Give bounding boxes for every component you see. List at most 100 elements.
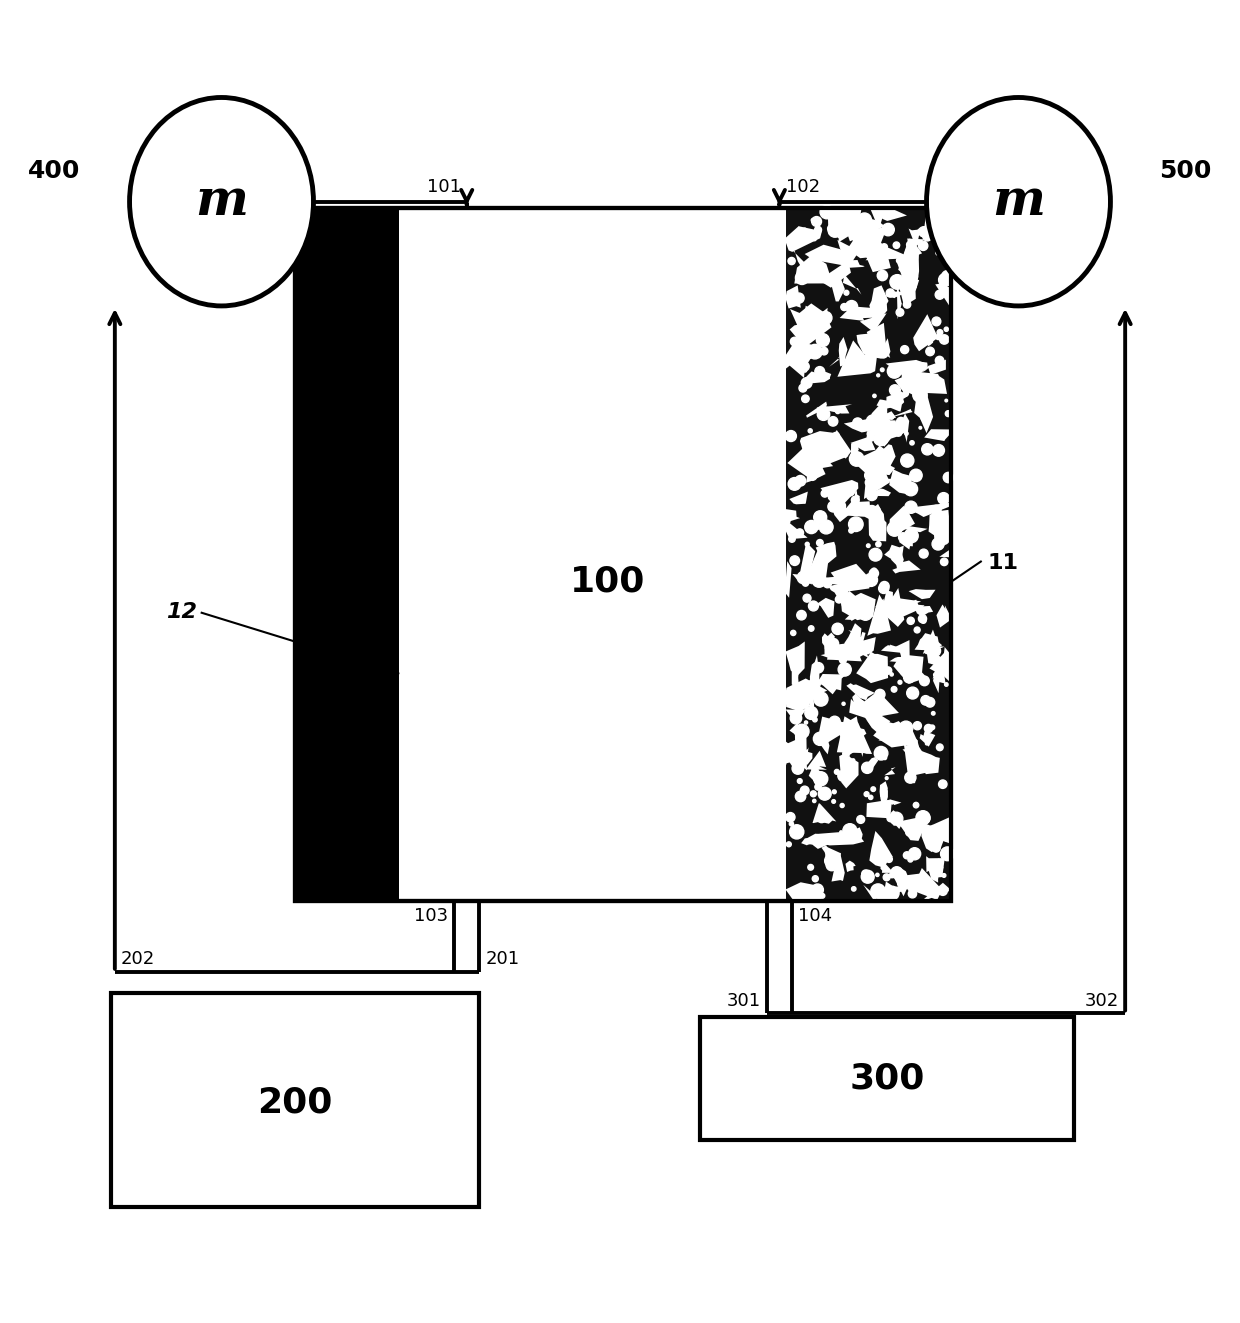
Circle shape	[874, 746, 888, 759]
Circle shape	[937, 364, 940, 366]
Polygon shape	[828, 430, 852, 459]
Circle shape	[939, 781, 947, 789]
Circle shape	[897, 308, 904, 316]
Polygon shape	[936, 605, 951, 627]
Circle shape	[921, 443, 932, 455]
Polygon shape	[806, 750, 827, 770]
Polygon shape	[867, 594, 892, 636]
Polygon shape	[921, 823, 947, 852]
Circle shape	[897, 258, 901, 263]
Circle shape	[890, 673, 893, 676]
Circle shape	[795, 791, 806, 802]
Circle shape	[940, 335, 949, 344]
Polygon shape	[935, 283, 951, 308]
Circle shape	[939, 216, 947, 224]
Text: 301: 301	[727, 992, 761, 1009]
Polygon shape	[890, 810, 901, 830]
Circle shape	[812, 884, 823, 896]
Polygon shape	[844, 623, 862, 655]
Circle shape	[787, 258, 795, 265]
Polygon shape	[831, 209, 858, 242]
Polygon shape	[848, 630, 862, 643]
Circle shape	[813, 732, 827, 745]
Circle shape	[815, 366, 825, 376]
Polygon shape	[926, 648, 951, 669]
Polygon shape	[846, 229, 858, 245]
Circle shape	[800, 786, 808, 795]
Circle shape	[920, 676, 929, 685]
Polygon shape	[899, 534, 913, 549]
Polygon shape	[792, 574, 835, 583]
Circle shape	[790, 713, 802, 724]
Circle shape	[932, 844, 940, 852]
Circle shape	[940, 336, 942, 339]
Circle shape	[906, 254, 916, 265]
Circle shape	[883, 875, 890, 881]
Circle shape	[864, 573, 878, 586]
Polygon shape	[890, 599, 925, 617]
Circle shape	[839, 803, 844, 807]
Circle shape	[939, 274, 951, 286]
Polygon shape	[904, 361, 928, 368]
Circle shape	[813, 692, 828, 706]
Circle shape	[862, 871, 869, 878]
Circle shape	[823, 579, 831, 587]
Polygon shape	[854, 463, 880, 475]
Circle shape	[801, 345, 816, 359]
Circle shape	[821, 490, 828, 497]
Circle shape	[844, 290, 849, 295]
Polygon shape	[909, 228, 920, 243]
Polygon shape	[830, 352, 846, 366]
Circle shape	[879, 417, 890, 429]
Polygon shape	[816, 598, 835, 618]
Polygon shape	[861, 335, 884, 359]
Circle shape	[869, 467, 874, 474]
Polygon shape	[785, 520, 807, 540]
Circle shape	[905, 828, 914, 836]
Polygon shape	[810, 655, 820, 697]
Polygon shape	[822, 632, 835, 650]
Circle shape	[937, 329, 942, 335]
Polygon shape	[911, 868, 942, 900]
Text: 201: 201	[485, 950, 520, 968]
Text: 300: 300	[849, 1061, 925, 1095]
Polygon shape	[795, 254, 833, 286]
Circle shape	[818, 787, 831, 800]
Circle shape	[875, 689, 885, 700]
Polygon shape	[908, 238, 924, 267]
Circle shape	[885, 886, 899, 900]
Circle shape	[799, 384, 807, 392]
Text: 104: 104	[797, 906, 832, 925]
Polygon shape	[906, 378, 936, 397]
Polygon shape	[894, 640, 910, 663]
Polygon shape	[826, 492, 852, 523]
Polygon shape	[878, 724, 919, 747]
Circle shape	[839, 656, 847, 663]
Circle shape	[873, 394, 877, 397]
Circle shape	[884, 667, 892, 675]
Circle shape	[941, 270, 954, 283]
Circle shape	[828, 417, 838, 426]
Text: 102: 102	[785, 177, 820, 196]
Polygon shape	[941, 647, 951, 683]
Circle shape	[914, 802, 919, 808]
Circle shape	[846, 250, 849, 254]
Circle shape	[904, 300, 910, 308]
Circle shape	[828, 224, 842, 237]
Circle shape	[828, 639, 838, 650]
Polygon shape	[843, 274, 862, 295]
Circle shape	[904, 529, 918, 542]
Circle shape	[910, 441, 914, 445]
Circle shape	[908, 618, 914, 624]
Polygon shape	[800, 431, 848, 468]
Circle shape	[853, 418, 863, 427]
Circle shape	[885, 851, 889, 855]
Polygon shape	[920, 732, 935, 746]
Circle shape	[936, 744, 944, 750]
Circle shape	[936, 251, 940, 255]
Circle shape	[893, 421, 905, 434]
Polygon shape	[785, 679, 827, 712]
Polygon shape	[808, 767, 823, 782]
Circle shape	[925, 742, 928, 745]
Circle shape	[843, 750, 849, 757]
